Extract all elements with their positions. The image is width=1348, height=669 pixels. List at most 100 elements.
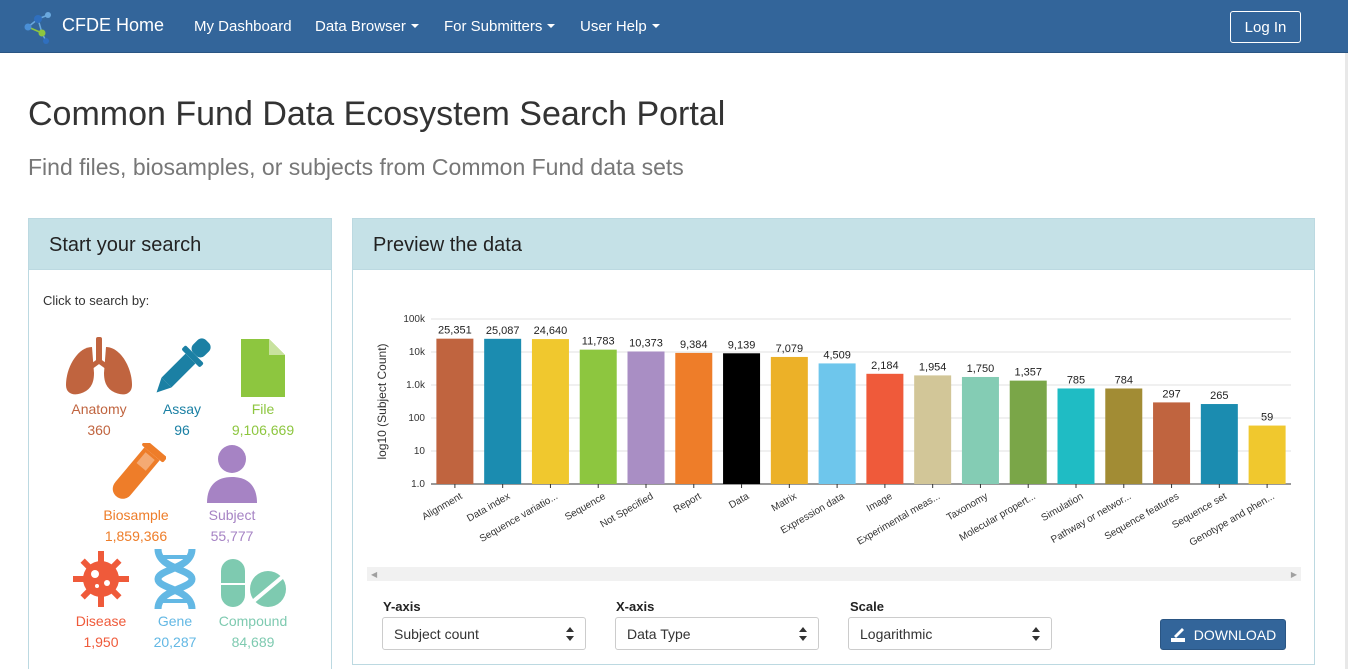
chart-bar [1248,425,1286,484]
page-title: Common Fund Data Ecosystem Search Portal [28,95,726,133]
bar-value-label: 11,783 [582,336,615,348]
nav-for-submitters-label: For Submitters [444,18,543,35]
bar-value-label: 25,087 [486,325,520,337]
virus-icon [51,549,151,609]
bar-value-label: 10,373 [629,337,663,349]
category-compound[interactable]: Compound 84,689 [203,549,303,650]
chart-bar [961,376,999,484]
scroll-left-icon[interactable]: ◀ [371,570,378,579]
y-axis-title: log10 (Subject Count) [375,343,389,459]
category-assay[interactable]: Assay 96 [132,337,232,438]
category-gene-count: 20,287 [153,634,197,650]
download-button[interactable]: DOWNLOAD [1160,619,1286,650]
scroll-right-icon[interactable]: ▶ [1290,570,1297,579]
chart-bar [866,373,904,484]
bar-value-label: 265 [1210,390,1228,402]
login-button[interactable]: Log In [1230,11,1301,43]
select-arrows-icon [566,627,574,641]
category-disease[interactable]: Disease 1,950 [51,549,151,650]
x-tick-label: Alignment [420,491,464,523]
preview-panel: Preview the data 1.0 10 100 1.0k 10k 100k log1… [352,218,1315,665]
download-icon [1170,627,1185,642]
preview-panel-title: Preview the data [353,219,1314,270]
category-gene[interactable]: Gene 20,287 [125,549,225,650]
x-axis-select-value: Data Type [627,626,691,642]
category-biosample[interactable]: Biosample 1,859,366 [86,443,186,544]
scale-select[interactable]: Logarithmic [848,617,1052,650]
chart-bar [436,338,474,484]
y-tick-label: 10k [409,347,426,358]
x-axis-label: X-axis [616,599,655,614]
caret-down-icon [651,24,660,28]
chart-bar [1009,380,1047,484]
chart-bar [675,352,713,484]
chart-bar [1105,388,1143,484]
x-tick-label: Not Specified [598,491,655,530]
category-biosample-name: Biosample [103,507,169,523]
page-subtitle: Find files, biosamples, or subjects from… [28,154,684,180]
file-icon [213,337,313,397]
chart-bar [579,349,617,484]
bar-value-label: 59 [1261,412,1273,424]
x-tick-label: Report [672,491,704,516]
nav-user-help[interactable]: User Help [580,18,660,35]
page-scrollbar[interactable] [1345,53,1348,669]
top-navbar: CFDE Home My Dashboard Data Browser For … [0,0,1348,53]
bar-value-label: 1,357 [1014,367,1042,379]
bar-chart: 1.0 10 100 1.0k 10k 100k log10 (Subject Count)… [375,314,1291,549]
brand-link[interactable]: CFDE Home [22,5,164,45]
chart-bar [1153,402,1191,484]
nav-data-browser[interactable]: Data Browser [315,18,419,35]
category-file-count: 9,106,669 [231,422,295,438]
select-arrows-icon [1032,627,1040,641]
search-panel-title: Start your search [29,219,331,270]
scale-select-value: Logarithmic [860,626,933,642]
category-subject[interactable]: Subject 55,777 [182,443,282,544]
bar-value-label: 2,184 [871,360,899,372]
dna-icon [125,549,225,609]
nav-for-submitters[interactable]: For Submitters [444,18,556,35]
chart-bar [818,363,856,484]
nav-data-browser-label: Data Browser [315,18,406,35]
nav-my-dashboard-label: My Dashboard [194,18,292,35]
x-axis-select[interactable]: Data Type [615,617,819,650]
caret-down-icon [547,24,556,28]
x-tick-label: Image [865,491,895,515]
x-tick-label: Data [727,491,751,511]
chart-horizontal-scrollbar[interactable]: ◀ ▶ [367,567,1301,581]
category-file[interactable]: File 9,106,669 [213,337,313,438]
lungs-icon [49,337,149,397]
pills-icon [203,549,303,609]
category-compound-name: Compound [218,613,288,629]
bar-value-label: 1,750 [967,363,995,375]
chart-bar [531,339,569,484]
bar-value-label: 1,954 [919,361,947,373]
y-axis-select-value: Subject count [394,626,479,642]
category-anatomy[interactable]: Anatomy 360 [49,337,149,438]
chart-bar [914,375,952,484]
y-tick-label: 1.0 [411,479,425,490]
x-tick-label: Pathway or networ... [1049,491,1133,546]
category-subject-name: Subject [208,507,256,523]
x-tick-label: Sequence variatio... [478,491,560,545]
bar-value-label: 297 [1162,388,1180,400]
y-tick-label: 1.0k [406,380,426,391]
y-tick-label: 100k [403,314,426,325]
category-anatomy-name: Anatomy [71,401,127,417]
click-to-search-label: Click to search by: [43,293,150,308]
y-axis-select[interactable]: Subject count [382,617,586,650]
cfde-logo-icon [24,12,51,44]
category-biosample-count: 1,859,366 [104,528,168,544]
category-disease-name: Disease [75,613,127,629]
category-disease-count: 1,950 [83,634,119,650]
category-assay-count: 96 [174,422,190,438]
download-button-label: DOWNLOAD [1193,626,1277,643]
test-tube-icon [86,443,186,503]
y-axis-label: Y-axis [383,599,421,614]
brand-text: CFDE Home [62,14,165,35]
category-file-name: File [251,401,275,417]
chart-bar [1200,404,1238,484]
nav-my-dashboard[interactable]: My Dashboard [194,18,292,35]
x-tick-label: Genotype and phen... [1188,491,1277,549]
chart-bar [723,353,761,484]
